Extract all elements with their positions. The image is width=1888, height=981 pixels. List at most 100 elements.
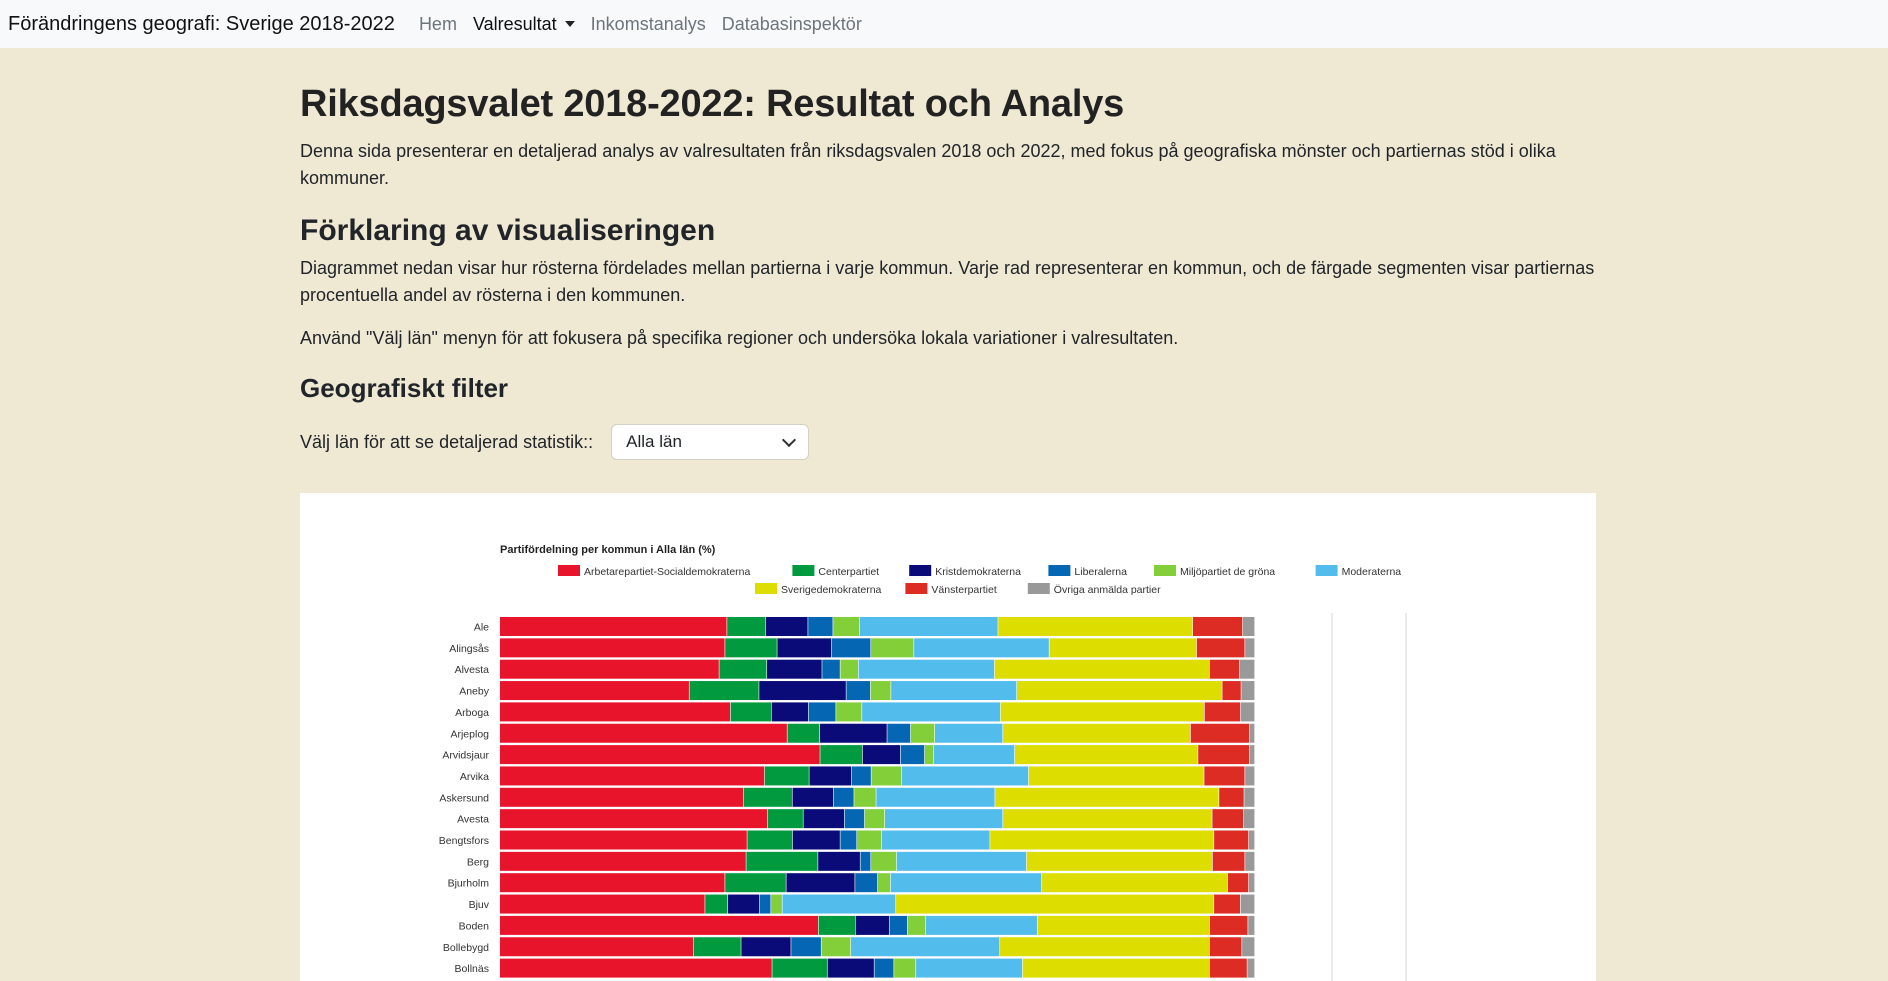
bar-segment	[767, 809, 803, 829]
bar-segment	[1242, 937, 1255, 957]
bar-segment	[887, 723, 911, 743]
bar-segment	[901, 766, 1029, 786]
chevron-down-icon	[782, 433, 797, 448]
bar-segment	[896, 851, 1027, 871]
legend-entry: Centerpartiet	[818, 566, 879, 578]
bar-segment	[1242, 617, 1255, 636]
bar-segment	[877, 873, 891, 893]
bar-segment	[500, 638, 725, 658]
bar-segment	[725, 638, 777, 658]
bar-segment	[1026, 851, 1213, 871]
bar-segment	[500, 766, 765, 786]
legend-entry: Kristdemokraterna	[935, 566, 1021, 578]
legend-swatch	[1027, 583, 1050, 594]
bar-segment	[767, 659, 822, 679]
category-label: Alvesta	[455, 664, 490, 676]
bar-segment	[1249, 745, 1255, 765]
bar-segment	[844, 809, 865, 829]
bar-segment	[1003, 809, 1212, 829]
bar-segment	[910, 723, 935, 743]
intro-text: Denna sida presenterar en detaljerad ana…	[300, 140, 1556, 188]
bar-segment	[864, 809, 885, 829]
bar-segment	[1241, 681, 1255, 701]
bar-segment	[1190, 723, 1250, 743]
category-label: Arboga	[455, 707, 489, 719]
bar-segment	[500, 915, 819, 935]
bar-segment	[871, 638, 914, 658]
bar-segment	[862, 745, 900, 765]
lan-select[interactable]: Alla län	[611, 424, 810, 461]
legend-swatch	[1315, 565, 1338, 576]
bar-segment	[907, 915, 926, 935]
legend-entry: Vänsterpartiet	[931, 584, 996, 596]
navbar-brand[interactable]: Förändringens geografi: Sverige 2018-202…	[8, 12, 395, 35]
bar-segment	[808, 702, 836, 722]
bar-segment	[934, 723, 1003, 743]
bar-segment	[1204, 702, 1241, 722]
bar-segment	[890, 873, 1042, 893]
bar-segment	[1248, 873, 1255, 893]
bar-segment	[500, 745, 820, 765]
bar-segment	[787, 723, 820, 743]
bar-segment	[1245, 851, 1255, 871]
nav-dropdown-valresultat[interactable]: Valresultat	[473, 14, 575, 35]
bar-segment	[854, 787, 876, 807]
nav-link-hem[interactable]: Hem	[418, 13, 457, 34]
bar-segment	[833, 787, 854, 807]
bar-segment	[1192, 617, 1243, 636]
bar-segment	[990, 830, 1214, 850]
caret-down-icon	[564, 21, 575, 27]
bar-segment	[1041, 873, 1228, 893]
bar-segment	[1248, 915, 1255, 935]
bar-segment	[500, 659, 719, 679]
bar-segment	[876, 787, 995, 807]
chart-title: Partifördelning per kommun i Alla län (%…	[500, 544, 716, 556]
bar-segment	[1248, 830, 1255, 850]
bar-segment	[933, 745, 1015, 765]
bar-segment	[855, 915, 889, 935]
bar-segment	[851, 766, 871, 786]
bar-segment	[792, 830, 840, 850]
bar-segment	[1022, 958, 1210, 978]
bar-segment	[900, 745, 925, 765]
bar-segment	[743, 787, 792, 807]
bar-segment	[500, 830, 747, 850]
bar-segment	[759, 894, 771, 914]
bar-segment	[1196, 638, 1245, 658]
nav-link-databasinspektor[interactable]: Databasinspektör	[721, 13, 862, 34]
nav-dropdown-label: Valresultat	[472, 13, 557, 34]
nav-link-inkomstanalys[interactable]: Inkomstanalys	[590, 13, 706, 34]
legend-swatch	[558, 565, 580, 576]
bar-segment	[914, 638, 1049, 658]
bar-segment	[820, 745, 863, 765]
bar-segment	[860, 851, 871, 871]
bar-segment	[1239, 659, 1255, 679]
bar-segment	[855, 873, 878, 893]
category-label: Ale	[474, 622, 489, 634]
bar-segment	[500, 809, 768, 829]
lan-select-value: Alla län	[626, 432, 682, 452]
main-content: Riksdagsvalet 2018-2022: Resultat och An…	[300, 48, 1596, 461]
bar-segment	[1212, 851, 1245, 871]
bar-segment	[772, 958, 827, 978]
bar-segment	[759, 681, 846, 701]
bar-segment	[500, 937, 694, 957]
bar-segment	[1240, 894, 1255, 914]
bar-segment	[1209, 659, 1240, 679]
bar-segment	[822, 659, 840, 679]
bar-segment	[827, 958, 874, 978]
bar-segment	[719, 659, 767, 679]
bar-segment	[871, 851, 897, 871]
bar-segment	[862, 702, 1001, 722]
bar-segment	[791, 937, 821, 957]
bar-segment	[1240, 702, 1255, 722]
legend-entry: Miljöpartiet de gröna	[1180, 566, 1275, 578]
bar-segment	[1209, 958, 1247, 978]
legend-swatch	[1154, 565, 1176, 576]
chart-card: Partifördelning per kommun i Alla län (%…	[300, 493, 1596, 981]
bar-segment	[995, 787, 1219, 807]
category-label: Bjuv	[469, 899, 490, 911]
bar-segment	[851, 937, 1000, 957]
bar-segment	[500, 894, 705, 914]
bar-segment	[891, 681, 1017, 701]
